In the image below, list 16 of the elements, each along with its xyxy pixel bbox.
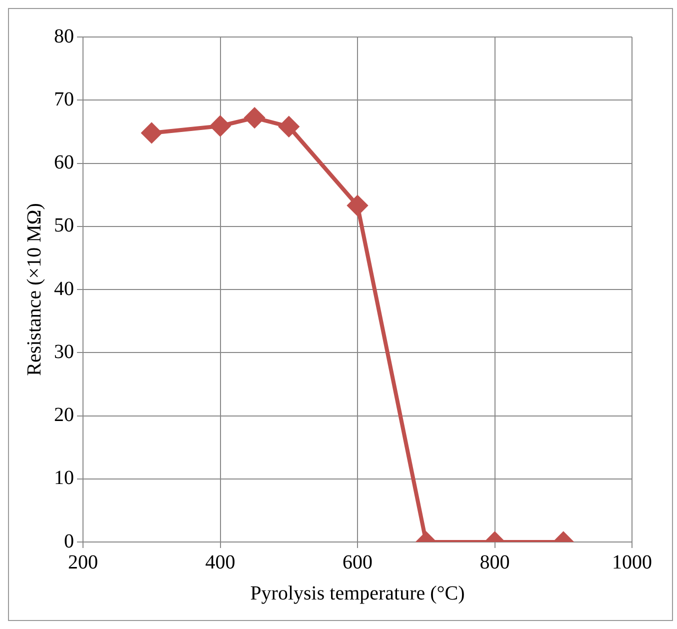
- x-axis-title: Pyrolysis temperature (°C): [250, 582, 465, 604]
- y-tick-label: 0: [64, 530, 74, 552]
- x-tick-label: 1000: [612, 551, 652, 574]
- x-tick-label: 200: [68, 551, 98, 574]
- y-tick-label: 50: [54, 214, 74, 237]
- y-tick-label: 30: [54, 340, 74, 363]
- x-tick-label: 400: [205, 551, 236, 574]
- x-tick-label: 800: [480, 551, 510, 574]
- y-tick-label: 70: [54, 88, 74, 110]
- y-tick-label: 60: [54, 152, 74, 174]
- y-tick-label: 20: [54, 404, 74, 426]
- x-tick-label: 600: [342, 551, 372, 574]
- y-tick-label: 80: [54, 25, 74, 48]
- y-tick-label: 40: [54, 278, 74, 300]
- y-axis-title: Resistance (×10 MΩ): [23, 203, 46, 376]
- y-tick-label: 10: [54, 467, 74, 490]
